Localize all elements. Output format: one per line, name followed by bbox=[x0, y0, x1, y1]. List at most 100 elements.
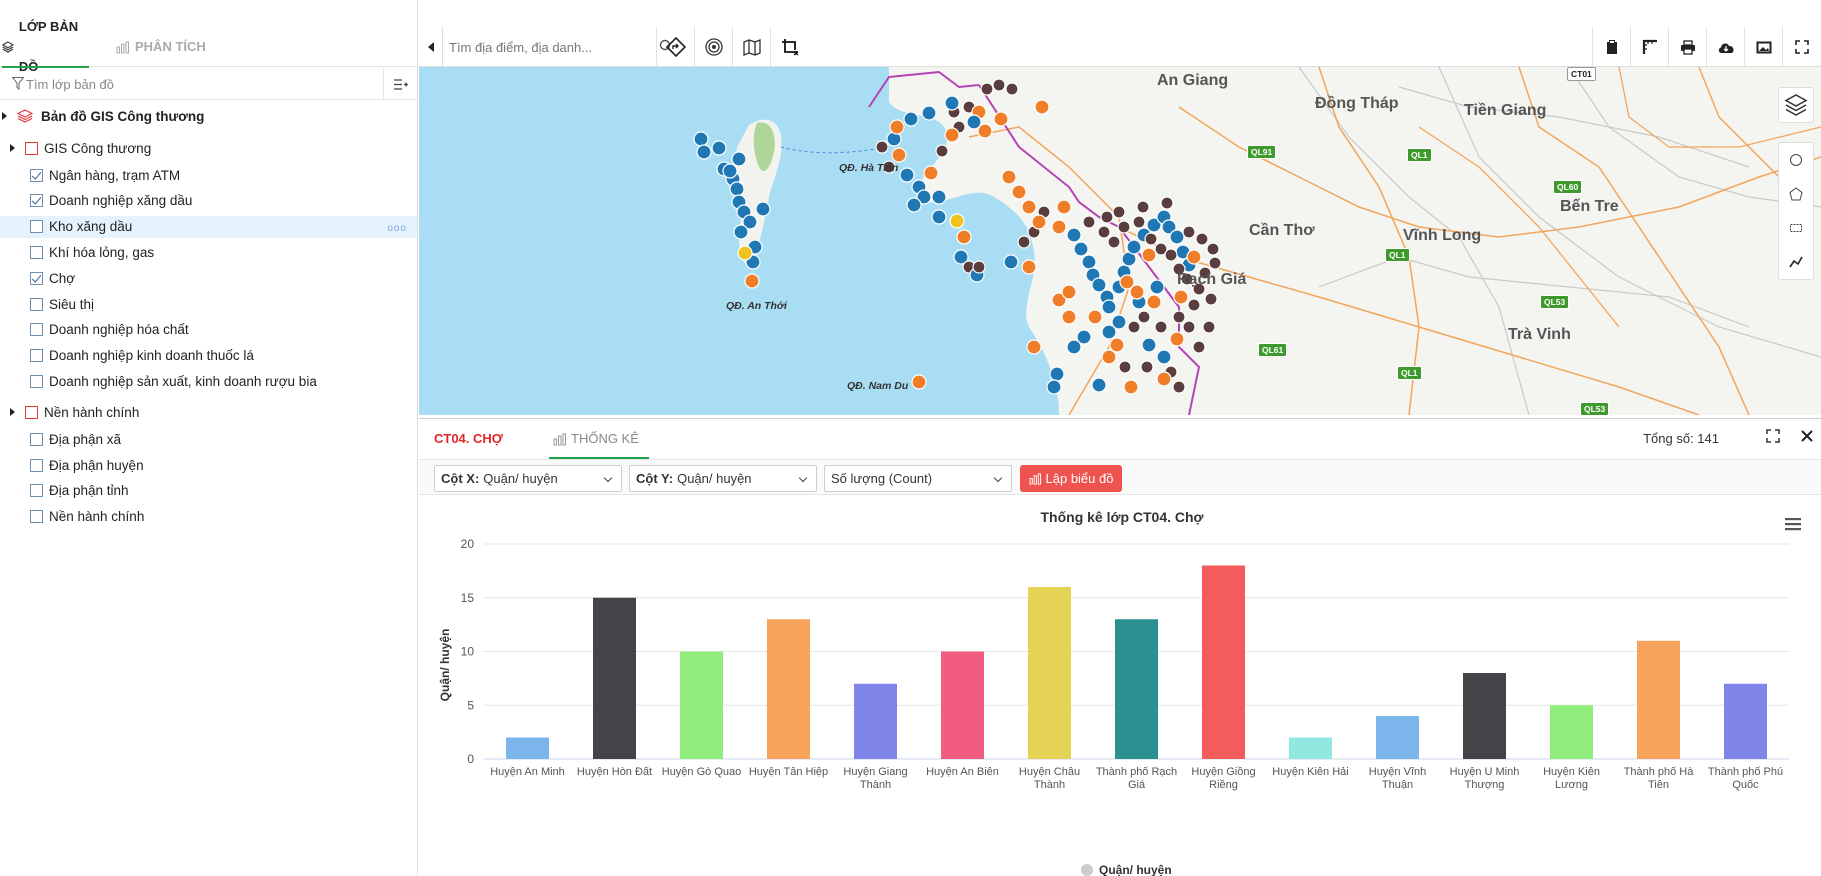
bank-marker[interactable] bbox=[733, 224, 749, 240]
market-marker[interactable] bbox=[1082, 215, 1096, 229]
fuel-marker[interactable] bbox=[993, 111, 1009, 127]
more-options-icon[interactable]: ooo bbox=[387, 222, 407, 234]
bank-marker[interactable] bbox=[1126, 239, 1142, 255]
market-marker[interactable] bbox=[1112, 205, 1126, 219]
market-marker[interactable] bbox=[972, 260, 986, 274]
bank-marker[interactable] bbox=[944, 95, 960, 111]
download-button[interactable] bbox=[1706, 27, 1744, 67]
layer-checkbox[interactable] bbox=[30, 374, 43, 388]
bank-marker[interactable] bbox=[693, 131, 709, 147]
bank-marker[interactable] bbox=[1101, 299, 1117, 315]
fuel-marker[interactable] bbox=[1109, 337, 1125, 353]
bank-marker[interactable] bbox=[1091, 277, 1107, 293]
bank-marker[interactable] bbox=[1146, 217, 1162, 233]
fuel-marker[interactable] bbox=[1056, 199, 1072, 215]
layer-checkbox[interactable] bbox=[30, 271, 43, 285]
market-marker[interactable] bbox=[1160, 196, 1174, 210]
tree-group[interactable]: GIS Công thương bbox=[0, 136, 417, 160]
layer-item[interactable]: Nền hành chính bbox=[0, 506, 417, 528]
draw-rectangle-button[interactable] bbox=[1779, 211, 1813, 245]
layer-item[interactable]: Doanh nghiệp xăng dầu bbox=[0, 190, 417, 212]
fuel-marker[interactable] bbox=[1011, 184, 1027, 200]
chart-legend[interactable]: Quận/ huyện bbox=[1081, 863, 1172, 876]
expand-panel-icon[interactable] bbox=[1766, 429, 1780, 443]
expand-collapse-button[interactable] bbox=[383, 68, 417, 100]
market-marker[interactable] bbox=[1208, 256, 1222, 270]
chart-bar[interactable] bbox=[1115, 619, 1158, 759]
bank-marker[interactable] bbox=[966, 114, 982, 130]
warehouse-marker[interactable] bbox=[737, 245, 753, 261]
fuel-marker[interactable] bbox=[911, 374, 927, 390]
tab-analysis[interactable]: PHÂN TÍCH bbox=[116, 27, 206, 67]
bank-marker[interactable] bbox=[1161, 219, 1177, 235]
bank-marker[interactable] bbox=[899, 167, 915, 183]
market-marker[interactable] bbox=[1172, 310, 1186, 324]
layer-item[interactable]: Siêu thị bbox=[0, 293, 417, 315]
market-marker[interactable] bbox=[1144, 232, 1158, 246]
layer-checkbox[interactable] bbox=[30, 510, 43, 524]
chart-bar[interactable] bbox=[1289, 737, 1332, 760]
market-marker[interactable] bbox=[1140, 360, 1154, 374]
tab-statistics[interactable]: THỐNG KÊ bbox=[549, 419, 649, 459]
market-marker[interactable] bbox=[1097, 225, 1111, 239]
layer-switcher[interactable] bbox=[1778, 87, 1814, 123]
chart-bar[interactable] bbox=[1724, 683, 1767, 759]
fuel-marker[interactable] bbox=[1051, 219, 1067, 235]
layer-item[interactable]: Khí hóa lỏng, gas bbox=[0, 241, 417, 263]
market-marker[interactable] bbox=[1117, 220, 1131, 234]
layer-item[interactable]: Ngân hàng, trạm ATM bbox=[0, 164, 417, 186]
layer-checkbox[interactable] bbox=[30, 194, 43, 208]
fuel-marker[interactable] bbox=[944, 127, 960, 143]
bank-marker[interactable] bbox=[696, 144, 712, 160]
chart-bar[interactable] bbox=[1463, 673, 1506, 759]
caret-right-icon[interactable] bbox=[10, 144, 15, 152]
bank-marker[interactable] bbox=[1066, 227, 1082, 243]
market-marker[interactable] bbox=[882, 160, 896, 174]
layer-checkbox[interactable] bbox=[30, 220, 43, 234]
chart-bar[interactable] bbox=[1550, 705, 1593, 759]
market-marker[interactable] bbox=[1164, 248, 1178, 262]
layer-checkbox[interactable] bbox=[30, 168, 43, 182]
market-marker[interactable] bbox=[1195, 232, 1209, 246]
market-marker[interactable] bbox=[1192, 340, 1206, 354]
layer-switcher-button[interactable] bbox=[1779, 88, 1813, 122]
market-marker[interactable] bbox=[1005, 82, 1019, 96]
layer-checkbox[interactable] bbox=[30, 484, 43, 498]
chart-bar[interactable] bbox=[941, 651, 984, 760]
aggregation-select[interactable]: Số lượng (Count) bbox=[824, 465, 1012, 492]
screenshot-button[interactable] bbox=[1744, 27, 1782, 67]
chart-menu-icon[interactable] bbox=[1785, 518, 1801, 531]
group-checkbox[interactable] bbox=[25, 405, 38, 419]
clipboard-button[interactable] bbox=[1592, 27, 1630, 67]
bank-marker[interactable] bbox=[742, 214, 758, 230]
market-marker[interactable] bbox=[1172, 262, 1186, 276]
collapse-panel-button[interactable] bbox=[419, 27, 443, 67]
layer-item[interactable]: Doanh nghiệp hóa chất bbox=[0, 319, 417, 341]
fuel-marker[interactable] bbox=[923, 165, 939, 181]
market-marker[interactable] bbox=[980, 82, 994, 96]
chart-bar[interactable] bbox=[680, 651, 723, 760]
column-y-select[interactable]: Cột Y: Quận/ huyện bbox=[629, 465, 817, 492]
market-marker[interactable] bbox=[1206, 242, 1220, 256]
fuel-marker[interactable] bbox=[1001, 169, 1017, 185]
layer-item[interactable]: Kho xăng dầu ooo bbox=[0, 215, 417, 238]
fuel-marker[interactable] bbox=[1123, 379, 1139, 395]
fuel-marker[interactable] bbox=[1129, 284, 1145, 300]
market-marker[interactable] bbox=[1182, 225, 1196, 239]
chart-bar[interactable] bbox=[854, 683, 897, 759]
bank-marker[interactable] bbox=[1156, 349, 1172, 365]
map-view[interactable]: An Giang Đồng Tháp Tiền Giang Cần Thơ Vĩ… bbox=[419, 27, 1821, 415]
fuel-marker[interactable] bbox=[977, 123, 993, 139]
market-marker[interactable] bbox=[1182, 320, 1196, 334]
bank-marker[interactable] bbox=[1081, 254, 1097, 270]
fuel-marker[interactable] bbox=[1031, 214, 1047, 230]
market-marker[interactable] bbox=[1127, 320, 1141, 334]
market-marker[interactable] bbox=[1154, 320, 1168, 334]
bank-marker[interactable] bbox=[931, 209, 947, 225]
market-marker[interactable] bbox=[1192, 282, 1206, 296]
bank-marker[interactable] bbox=[1049, 366, 1065, 382]
fuel-marker[interactable] bbox=[1026, 339, 1042, 355]
measure-distance-button[interactable] bbox=[1630, 27, 1668, 67]
bank-marker[interactable] bbox=[722, 163, 738, 179]
bank-marker[interactable] bbox=[1076, 329, 1092, 345]
